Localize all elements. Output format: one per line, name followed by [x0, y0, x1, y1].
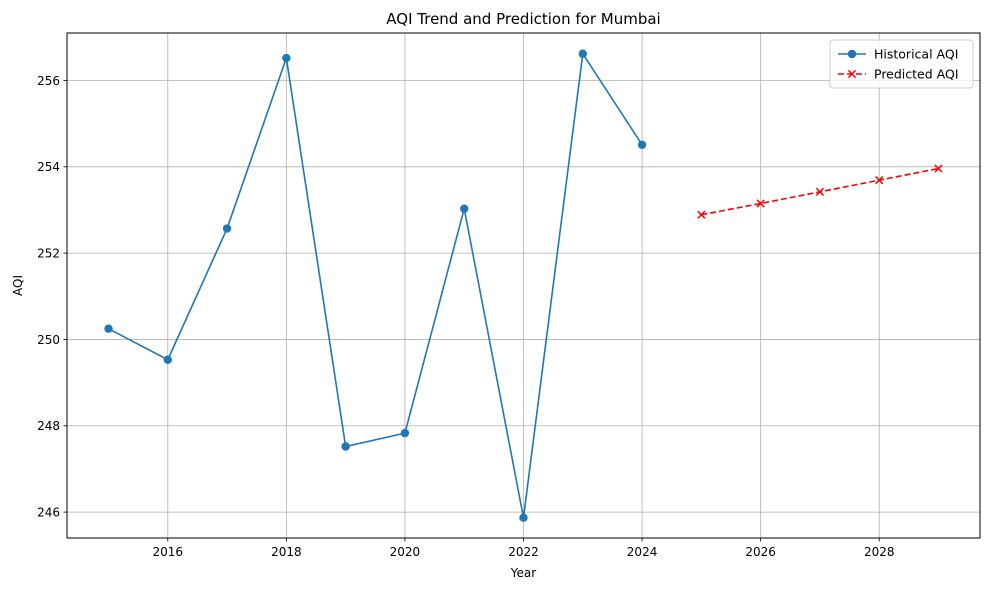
y-tick-label: 254	[37, 160, 60, 174]
y-tick-label: 256	[37, 74, 60, 88]
legend-box	[829, 39, 974, 89]
x-tick-label: 2024	[627, 545, 658, 559]
legend-label: Predicted AQI	[874, 67, 959, 82]
y-tick-label: 248	[37, 419, 60, 433]
x-tick-label: 2022	[508, 545, 539, 559]
data-point	[104, 324, 113, 333]
data-point	[460, 204, 469, 213]
y-axis-label: AQI	[11, 275, 25, 296]
legend-label: Historical AQI	[874, 47, 958, 62]
data-point	[341, 442, 350, 451]
data-point	[934, 164, 943, 173]
data-point	[578, 49, 587, 58]
data-point	[697, 210, 706, 219]
x-tick-label: 2020	[390, 545, 421, 559]
axis-ticks: 2016 2018 2020 2022 2024 2026 2028 246 248 250 252…	[37, 74, 894, 559]
data-point	[815, 187, 825, 196]
grid-lines	[67, 33, 980, 538]
data-point	[756, 199, 765, 208]
legend-marker	[847, 69, 857, 79]
series-layer	[104, 49, 943, 522]
legend-marker	[847, 49, 857, 59]
data-point	[282, 53, 291, 63]
legend: Historical AQI Predicted AQI	[829, 39, 974, 89]
y-tick-label: 250	[37, 333, 60, 347]
x-tick-label: 2018	[271, 545, 302, 559]
x-tick-label: 2026	[745, 545, 776, 559]
x-tick-label: 2028	[864, 545, 895, 559]
y-tick-label: 246	[37, 505, 60, 519]
data-point	[400, 428, 410, 438]
x-tick-label: 2016	[153, 545, 184, 559]
data-point	[637, 140, 647, 149]
chart-title: AQI Trend and Prediction for Mumbai	[386, 10, 660, 28]
y-tick-label: 252	[37, 246, 60, 260]
data-point	[163, 355, 172, 364]
x-axis-label: Year	[510, 566, 536, 580]
data-point	[222, 224, 232, 233]
data-point	[875, 176, 884, 185]
data-point	[519, 513, 528, 522]
series-line-0	[108, 51, 643, 518]
